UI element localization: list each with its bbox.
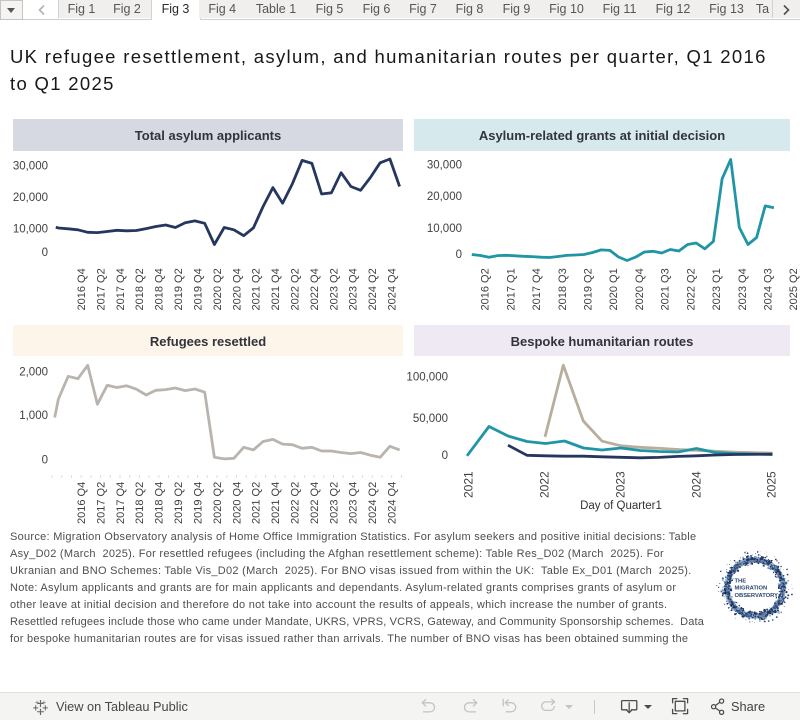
svg-text:2024 Q4: 2024 Q4 — [387, 268, 399, 310]
svg-text:20,000: 20,000 — [13, 192, 48, 204]
svg-text:2023 Q4: 2023 Q4 — [737, 268, 749, 310]
svg-text:0: 0 — [442, 450, 448, 462]
svg-text:30,000: 30,000 — [13, 160, 48, 172]
svg-text:2021 Q4: 2021 Q4 — [270, 482, 282, 524]
svg-text:2020 Q2: 2020 Q2 — [212, 482, 224, 524]
svg-text:2025 Q2: 2025 Q2 — [788, 268, 800, 310]
svg-text:Bespoke humanitarian routes: Bespoke humanitarian routes — [511, 334, 694, 349]
svg-text:2022 Q4: 2022 Q4 — [309, 482, 321, 524]
svg-text:2018 Q2: 2018 Q2 — [134, 268, 146, 310]
svg-text:2,000: 2,000 — [19, 366, 48, 378]
svg-text:2019 Q4: 2019 Q4 — [192, 482, 204, 524]
svg-text:2022: 2022 — [538, 471, 552, 498]
svg-text:2021 Q3: 2021 Q3 — [660, 268, 672, 310]
svg-text:10,000: 10,000 — [427, 223, 462, 235]
svg-text:OBSERVATORY: OBSERVATORY — [735, 593, 779, 599]
svg-text:2021 Q2: 2021 Q2 — [251, 482, 263, 524]
svg-text:Total asylum applicants: Total asylum applicants — [135, 128, 281, 143]
svg-text:2020 Q2: 2020 Q2 — [212, 268, 224, 310]
svg-text:2024: 2024 — [690, 471, 704, 498]
svg-text:2024 Q3: 2024 Q3 — [763, 268, 775, 310]
svg-text:MIGRATION: MIGRATION — [735, 586, 768, 592]
svg-text:2017 Q4: 2017 Q4 — [115, 482, 127, 524]
svg-text:50,000: 50,000 — [413, 413, 448, 425]
svg-text:20,000: 20,000 — [427, 191, 462, 203]
svg-text:Day of Quarter1: Day of Quarter1 — [580, 500, 662, 512]
svg-text:2019 Q2: 2019 Q2 — [173, 268, 185, 310]
svg-text:2023 Q2: 2023 Q2 — [328, 268, 340, 310]
svg-text:2016 Q4: 2016 Q4 — [76, 268, 88, 310]
svg-text:2018 Q4: 2018 Q4 — [154, 482, 166, 524]
svg-text:2017 Q2: 2017 Q2 — [95, 482, 107, 524]
svg-text:2024 Q2: 2024 Q2 — [367, 268, 379, 310]
svg-text:2017 Q1: 2017 Q1 — [505, 268, 517, 310]
svg-text:2023 Q4: 2023 Q4 — [348, 268, 360, 310]
svg-text:2017 Q4: 2017 Q4 — [531, 268, 543, 310]
svg-text:30,000: 30,000 — [427, 160, 462, 172]
svg-text:2017 Q4: 2017 Q4 — [115, 268, 127, 310]
svg-text:2023 Q2: 2023 Q2 — [328, 482, 340, 524]
svg-text:2018 Q2: 2018 Q2 — [134, 482, 146, 524]
svg-text:2022 Q2: 2022 Q2 — [290, 482, 302, 524]
svg-text:2020 Q4: 2020 Q4 — [231, 482, 243, 524]
svg-text:THE: THE — [735, 578, 747, 584]
svg-text:2021: 2021 — [462, 471, 476, 498]
svg-text:10,000: 10,000 — [13, 223, 48, 235]
svg-text:1,000: 1,000 — [19, 410, 48, 422]
svg-text:2021 Q2: 2021 Q2 — [251, 268, 263, 310]
svg-text:2018 Q3: 2018 Q3 — [557, 268, 569, 310]
svg-text:2019 Q2: 2019 Q2 — [173, 482, 185, 524]
svg-text:2023 Q4: 2023 Q4 — [348, 482, 360, 524]
svg-text:2024 Q2: 2024 Q2 — [367, 482, 379, 524]
svg-text:2019 Q2: 2019 Q2 — [583, 268, 595, 310]
svg-text:Refugees resettled: Refugees resettled — [150, 334, 266, 349]
svg-text:2024 Q4: 2024 Q4 — [387, 482, 399, 524]
svg-text:2020 Q1: 2020 Q1 — [608, 268, 620, 310]
svg-text:2019 Q4: 2019 Q4 — [192, 268, 204, 310]
svg-text:2025: 2025 — [765, 471, 779, 498]
svg-text:0: 0 — [42, 247, 48, 259]
svg-text:2017 Q2: 2017 Q2 — [95, 268, 107, 310]
svg-text:2020 Q4: 2020 Q4 — [231, 268, 243, 310]
svg-text:100,000: 100,000 — [406, 372, 448, 384]
svg-text:2023 Q1: 2023 Q1 — [711, 268, 723, 310]
svg-text:2022 Q4: 2022 Q4 — [309, 268, 321, 310]
svg-text:2022 Q2: 2022 Q2 — [290, 268, 302, 310]
svg-text:2016 Q2: 2016 Q2 — [480, 268, 492, 310]
svg-text:2020 Q4: 2020 Q4 — [634, 268, 646, 310]
svg-text:Asylum-related grants at initi: Asylum-related grants at initial decisio… — [479, 128, 725, 143]
svg-text:2016 Q4: 2016 Q4 — [76, 482, 88, 524]
svg-text:2021 Q4: 2021 Q4 — [270, 268, 282, 310]
svg-text:2023: 2023 — [614, 471, 628, 498]
svg-text:2022 Q2: 2022 Q2 — [685, 268, 697, 310]
svg-text:0: 0 — [42, 455, 48, 467]
svg-text:2018 Q4: 2018 Q4 — [154, 268, 166, 310]
svg-text:0: 0 — [456, 249, 462, 261]
